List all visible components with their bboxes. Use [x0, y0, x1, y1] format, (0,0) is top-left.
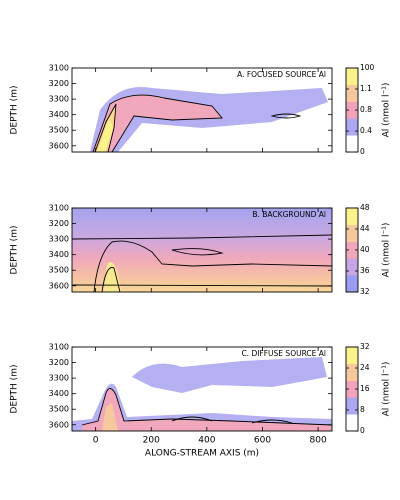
- colorbar-swatch: [346, 84, 358, 102]
- x-axis-label: ALONG-STREAM AXIS (m): [145, 449, 259, 459]
- y-tick-label: 3400: [49, 250, 69, 259]
- colorbar-tick-label: 24: [360, 363, 370, 372]
- x-tick-label: 600: [254, 436, 271, 446]
- colorbar-tick-label: 44: [360, 224, 370, 233]
- y-tick-label: 3600: [49, 281, 69, 290]
- y-tick-label: 3400: [49, 389, 69, 398]
- colorbar-tick-label: 1.1: [360, 84, 372, 93]
- y-tick-label: 3600: [49, 420, 69, 429]
- y-axis-label: DEPTH (m): [10, 86, 20, 135]
- colorbar-label: Al (nmol l⁻¹): [382, 362, 392, 417]
- colorbar-swatch: [346, 258, 358, 276]
- x-tick-label: 800: [310, 436, 327, 446]
- plot-frame: [71, 67, 333, 153]
- colorbar-swatch: [346, 363, 358, 381]
- panel-title: C. DIFFUSE SOURCE Al: [241, 349, 326, 358]
- colorbar-tick-label: 16: [360, 384, 370, 393]
- colorbar-swatch: [346, 101, 358, 119]
- y-tick-label: 3300: [49, 235, 69, 244]
- colorbar-tick-label: 40: [360, 245, 370, 254]
- colorbar-swatch: [346, 135, 358, 153]
- y-axis-label: DEPTH (m): [10, 226, 20, 275]
- colorbar-tick-label: 48: [360, 203, 370, 212]
- x-tick-label: 0: [93, 436, 99, 446]
- y-tick-label: 3300: [49, 374, 69, 383]
- y-tick-label: 3500: [49, 126, 69, 135]
- colorbar-label: Al (nmol l⁻¹): [382, 83, 392, 138]
- colorbar-swatch: [346, 275, 358, 293]
- colorbar-swatch: [346, 347, 358, 365]
- y-axis-label: DEPTH (m): [10, 365, 20, 414]
- colorbar-tick-label: 0: [360, 147, 365, 156]
- colorbar-tick-label: 8: [360, 405, 365, 414]
- field-c: [72, 357, 333, 431]
- colorbar-tick-label: 0.4: [360, 126, 372, 135]
- colorbar-swatch: [346, 397, 358, 415]
- colorbar-swatch: [346, 241, 358, 259]
- x-tick-label: 200: [143, 436, 160, 446]
- y-tick-label: 3500: [49, 266, 69, 275]
- y-tick-label: 3100: [49, 343, 69, 352]
- colorbar-swatch: [346, 208, 358, 226]
- colorbar-tick-label: 36: [360, 266, 370, 275]
- panel-title: B. BACKGROUND Al: [252, 210, 326, 219]
- y-tick-label: 3200: [49, 79, 69, 88]
- y-tick-label: 3600: [49, 141, 69, 150]
- colorbar-tick-label: 0: [360, 426, 365, 435]
- colorbar-swatch: [346, 224, 358, 242]
- colorbar-swatch: [346, 118, 358, 136]
- y-tick-label: 3500: [49, 405, 69, 414]
- plot-frame: [71, 207, 333, 293]
- x-tick-label: 400: [198, 436, 215, 446]
- y-tick-label: 3400: [49, 110, 69, 119]
- colorbar-tick-label: 32: [360, 342, 370, 351]
- y-tick-label: 3200: [49, 219, 69, 228]
- colorbar-label: Al (nmol l⁻¹): [382, 223, 392, 278]
- colorbar-tick-label: 0.8: [360, 105, 372, 114]
- plot-frame: [71, 346, 333, 432]
- field-b: [71, 208, 333, 293]
- y-tick-label: 3200: [49, 358, 69, 367]
- colorbar-swatch: [346, 414, 358, 432]
- field-a: [90, 86, 328, 153]
- panel-title: A. FOCUSED SOURCE Al: [237, 70, 326, 79]
- colorbar-tick-label: 32: [360, 287, 370, 296]
- y-tick-label: 3100: [49, 64, 69, 73]
- colorbar-swatch: [346, 380, 358, 398]
- y-tick-label: 3100: [49, 204, 69, 213]
- colorbar-swatch: [346, 68, 358, 86]
- y-tick-label: 3300: [49, 95, 69, 104]
- colorbar-tick-label: 100: [360, 63, 375, 72]
